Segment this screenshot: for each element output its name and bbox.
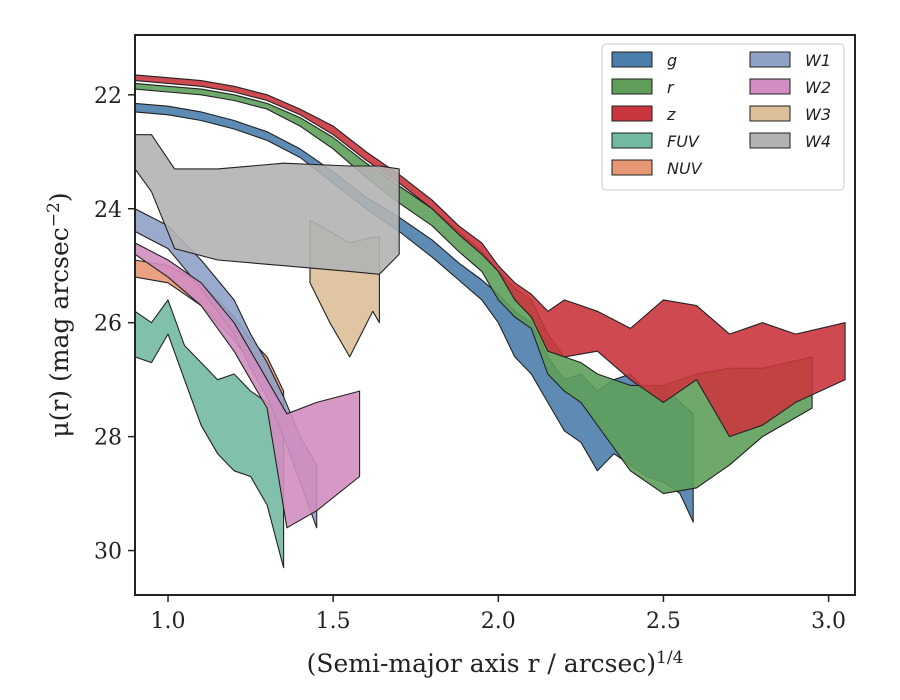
x-axis: 1.0 1.5 2.0 2.5 3.0 (151, 595, 846, 634)
legend-label-r: r (667, 78, 675, 97)
x-tick-label: 2.5 (646, 609, 681, 634)
x-tick-label: 2.0 (481, 609, 516, 634)
x-axis-label: (Semi-major axis r / arcsec)1/4​ (307, 648, 684, 678)
series-layer (134, 74, 846, 569)
legend-label-g: g (667, 51, 677, 70)
legend-label-w2: W2 (805, 78, 831, 97)
y-tick-label: 28 (94, 426, 122, 451)
legend-swatch-nuv (611, 159, 653, 176)
y-tick-label: 24 (94, 198, 122, 223)
legend-label-nuv: NUV (667, 159, 703, 178)
legend-label-w1: W1 (805, 51, 831, 70)
legend-label-fuv: FUV (667, 132, 700, 151)
legend-swatch-w2 (749, 78, 791, 95)
x-tick-label: 1.5 (316, 609, 351, 634)
series-band-w2 (134, 242, 361, 529)
legend-swatch-g (611, 51, 653, 68)
y-axis-label: μ(r) (mag arcsec−2​) (44, 192, 74, 437)
legend-label-z: z (666, 105, 676, 124)
y-tick-label: 26 (94, 312, 122, 337)
legend-label-w3: W3 (805, 105, 831, 124)
legend-label-w4: W4 (805, 132, 831, 151)
x-tick-label: 3.0 (811, 609, 846, 634)
y-tick-label: 30 (94, 540, 122, 565)
legend-swatch-r (611, 78, 653, 95)
legend-swatch-w4 (749, 132, 791, 149)
series-band-w4 (134, 134, 400, 275)
x-tick-label: 1.0 (151, 609, 186, 634)
legend-swatch-w3 (749, 105, 791, 122)
series-band-fuv (134, 299, 285, 569)
legend-swatch-z (611, 105, 653, 122)
legend: grz FUV NUV W1 W2 W3 W4 (601, 43, 845, 191)
legend-swatch-fuv (611, 132, 653, 149)
plot-frame (134, 34, 856, 596)
legend-swatch-w1 (749, 51, 791, 68)
y-axis: 22 24 26 28 30 (94, 84, 135, 565)
y-tick-label: 22 (94, 84, 122, 109)
